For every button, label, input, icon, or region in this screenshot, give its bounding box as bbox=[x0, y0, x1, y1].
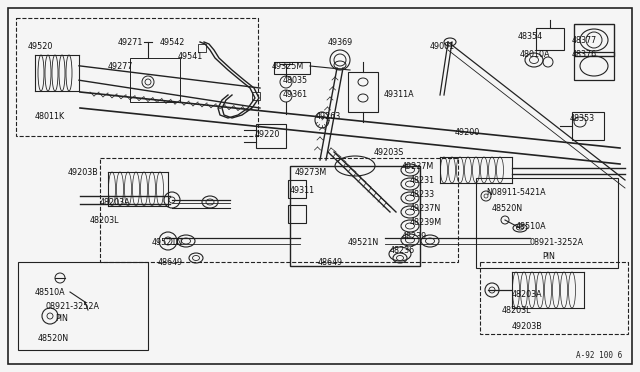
Text: N08911-5421A: N08911-5421A bbox=[486, 188, 546, 197]
Text: 48510A: 48510A bbox=[35, 288, 66, 297]
Bar bbox=[100, 158, 458, 262]
Text: 48376: 48376 bbox=[572, 50, 597, 59]
Text: 49521N: 49521N bbox=[348, 238, 380, 247]
Text: 08921-3252A: 08921-3252A bbox=[45, 302, 99, 311]
Text: 48203L: 48203L bbox=[90, 216, 120, 225]
Text: 48203A: 48203A bbox=[100, 198, 131, 207]
Text: 49263: 49263 bbox=[316, 112, 341, 121]
Text: 48520N: 48520N bbox=[492, 204, 523, 213]
Text: 49203B: 49203B bbox=[68, 168, 99, 177]
Text: 49271: 49271 bbox=[118, 38, 143, 47]
Bar bbox=[476, 178, 618, 268]
Bar bbox=[290, 166, 420, 266]
Text: 49311: 49311 bbox=[290, 186, 315, 195]
Text: 49277: 49277 bbox=[108, 62, 134, 71]
Bar bbox=[18, 262, 148, 350]
Text: 49237M: 49237M bbox=[402, 162, 435, 171]
Text: 49220: 49220 bbox=[255, 130, 280, 139]
Bar bbox=[288, 180, 306, 198]
Bar bbox=[256, 124, 286, 148]
Text: 49361: 49361 bbox=[283, 90, 308, 99]
Text: 48354: 48354 bbox=[518, 32, 543, 41]
Text: 48203L: 48203L bbox=[502, 306, 531, 315]
Text: 49237N: 49237N bbox=[410, 204, 441, 213]
Text: 48011K: 48011K bbox=[35, 112, 65, 121]
Bar bbox=[288, 205, 306, 223]
Text: 48231: 48231 bbox=[410, 176, 435, 185]
Text: PIN: PIN bbox=[542, 252, 555, 261]
Bar bbox=[480, 262, 628, 334]
Bar bbox=[130, 58, 180, 102]
Bar bbox=[536, 28, 564, 50]
Text: 08921-3252A: 08921-3252A bbox=[530, 238, 584, 247]
Bar bbox=[574, 24, 614, 56]
Text: 49203S: 49203S bbox=[374, 148, 404, 157]
Text: 48649: 48649 bbox=[158, 258, 183, 267]
Text: 48510A: 48510A bbox=[516, 222, 547, 231]
Text: PIN: PIN bbox=[55, 314, 68, 323]
Bar bbox=[198, 44, 206, 52]
Text: 48649: 48649 bbox=[318, 258, 343, 267]
Text: 49001: 49001 bbox=[430, 42, 455, 51]
Text: 49521N: 49521N bbox=[152, 238, 183, 247]
Bar bbox=[574, 52, 614, 80]
Text: 49273M: 49273M bbox=[295, 168, 327, 177]
Text: 49542: 49542 bbox=[160, 38, 186, 47]
Text: 49520: 49520 bbox=[28, 42, 53, 51]
Bar bbox=[16, 18, 258, 136]
Text: 49325M: 49325M bbox=[272, 62, 304, 71]
Text: 49541: 49541 bbox=[178, 52, 204, 61]
Text: 49200: 49200 bbox=[455, 128, 480, 137]
Text: 48520N: 48520N bbox=[38, 334, 69, 343]
Text: 48233: 48233 bbox=[410, 190, 435, 199]
Text: 48203A: 48203A bbox=[512, 290, 543, 299]
Text: 48236: 48236 bbox=[390, 246, 415, 255]
Text: 49203B: 49203B bbox=[512, 322, 543, 331]
Text: 49369: 49369 bbox=[328, 38, 353, 47]
Text: 48377: 48377 bbox=[572, 36, 597, 45]
Text: 48035: 48035 bbox=[283, 76, 308, 85]
Bar bbox=[572, 112, 604, 140]
Text: 48239: 48239 bbox=[402, 232, 428, 241]
Text: 48353: 48353 bbox=[570, 114, 595, 123]
Text: 49311A: 49311A bbox=[384, 90, 415, 99]
Bar bbox=[274, 62, 310, 74]
Text: 48239M: 48239M bbox=[410, 218, 442, 227]
Bar bbox=[348, 72, 378, 112]
Text: A-92 100 6: A-92 100 6 bbox=[576, 351, 622, 360]
Text: 48010A: 48010A bbox=[520, 50, 550, 59]
Bar bbox=[252, 92, 260, 100]
